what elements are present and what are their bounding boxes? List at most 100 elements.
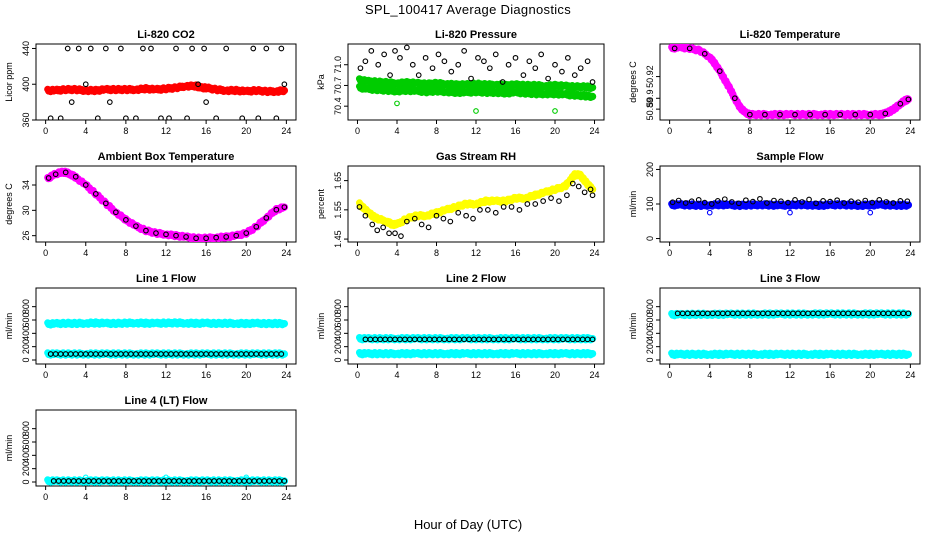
data-point	[189, 45, 195, 52]
series-0	[668, 44, 913, 120]
data-point	[589, 336, 596, 343]
plot-area	[44, 45, 289, 120]
panel-title: Line 1 Flow	[136, 273, 196, 285]
y-tick-label: 71.0	[333, 56, 343, 74]
data-point	[273, 206, 280, 213]
data-point	[133, 115, 139, 120]
data-point	[280, 86, 289, 95]
data-point	[822, 111, 828, 118]
data-point	[133, 223, 139, 230]
y-axis-label: ml/min	[628, 191, 638, 218]
data-point	[807, 111, 813, 118]
data-point	[708, 201, 715, 207]
x-tick-label: 0	[355, 370, 360, 380]
data-point	[223, 234, 230, 240]
data-point	[905, 310, 912, 317]
y-tick-label: 600	[21, 434, 31, 449]
x-tick-label: 4	[707, 248, 712, 258]
x-tick-label: 24	[905, 126, 915, 136]
y-tick-label: 1.45	[333, 230, 343, 248]
data-point	[524, 201, 531, 207]
data-point	[118, 45, 124, 52]
data-point	[757, 195, 763, 202]
data-point	[281, 478, 288, 484]
series-1	[356, 180, 596, 240]
y-axis-label: ml/min	[4, 313, 14, 340]
data-point	[281, 81, 288, 88]
data-point	[392, 48, 398, 54]
data-point	[143, 227, 149, 234]
data-point	[463, 212, 469, 219]
y-tick-label: 400	[21, 77, 31, 92]
y-axis-label: ml/min	[316, 313, 326, 340]
data-point	[589, 79, 596, 85]
data-point	[193, 235, 199, 242]
data-point	[475, 54, 481, 61]
x-tick-label: 0	[43, 248, 48, 258]
data-point	[500, 204, 507, 210]
x-tick-label: 12	[785, 370, 795, 380]
data-point	[905, 96, 912, 103]
y-tick-label: 0	[645, 357, 655, 362]
data-point	[183, 234, 189, 240]
panel-title: Line 3 Flow	[760, 273, 820, 285]
data-point	[280, 319, 289, 328]
data-point	[447, 218, 454, 225]
series-3	[357, 44, 596, 85]
x-tick-label: 4	[707, 370, 712, 380]
data-point	[62, 169, 69, 176]
data-point	[675, 197, 682, 204]
x-tick-label: 4	[83, 370, 88, 380]
x-tick-label: 24	[905, 248, 915, 258]
data-point	[827, 198, 833, 205]
data-point	[203, 235, 209, 242]
y-tick-label: 400	[21, 448, 31, 463]
data-point	[545, 75, 551, 82]
y-tick-label: 600	[333, 312, 343, 327]
plot-area	[355, 333, 597, 359]
data-point	[834, 197, 840, 204]
data-point	[255, 115, 262, 120]
data-point	[771, 197, 777, 204]
data-point	[381, 51, 387, 58]
data-point	[112, 209, 119, 216]
data-point	[882, 110, 889, 117]
panel-title: Line 4 (LT) Flow	[125, 395, 208, 407]
data-point	[82, 81, 89, 88]
y-tick-label: 50.92	[645, 65, 655, 88]
series-1	[45, 169, 288, 242]
panel-title: Ambient Box Temperature	[98, 151, 235, 163]
y-tick-label: 800	[645, 299, 655, 314]
data-point	[714, 198, 721, 204]
y-tick-label: 800	[21, 421, 31, 436]
y-axis-label: Licor ppm	[4, 62, 14, 102]
data-point	[94, 115, 101, 120]
series-0	[44, 81, 289, 97]
data-point	[239, 115, 246, 120]
data-point	[778, 198, 784, 205]
x-tick-label: 20	[550, 126, 560, 136]
data-point	[577, 65, 584, 72]
series-2	[394, 100, 558, 114]
data-point	[263, 45, 270, 52]
data-point	[721, 196, 728, 203]
data-point	[425, 224, 432, 231]
y-axis-label: ml/min	[628, 313, 638, 340]
data-point	[867, 209, 874, 216]
series-1	[706, 209, 874, 216]
data-point	[855, 199, 862, 206]
x-tick-label: 8	[123, 126, 128, 136]
series-2	[669, 195, 911, 207]
data-point	[589, 192, 596, 199]
x-tick-label: 16	[510, 126, 520, 136]
data-point	[897, 198, 904, 204]
data-point	[213, 115, 220, 120]
data-point	[686, 45, 693, 52]
data-point	[123, 216, 129, 223]
data-point	[785, 199, 791, 206]
data-point	[588, 349, 597, 358]
data-point	[792, 197, 798, 203]
x-tick-label: 0	[355, 248, 360, 258]
